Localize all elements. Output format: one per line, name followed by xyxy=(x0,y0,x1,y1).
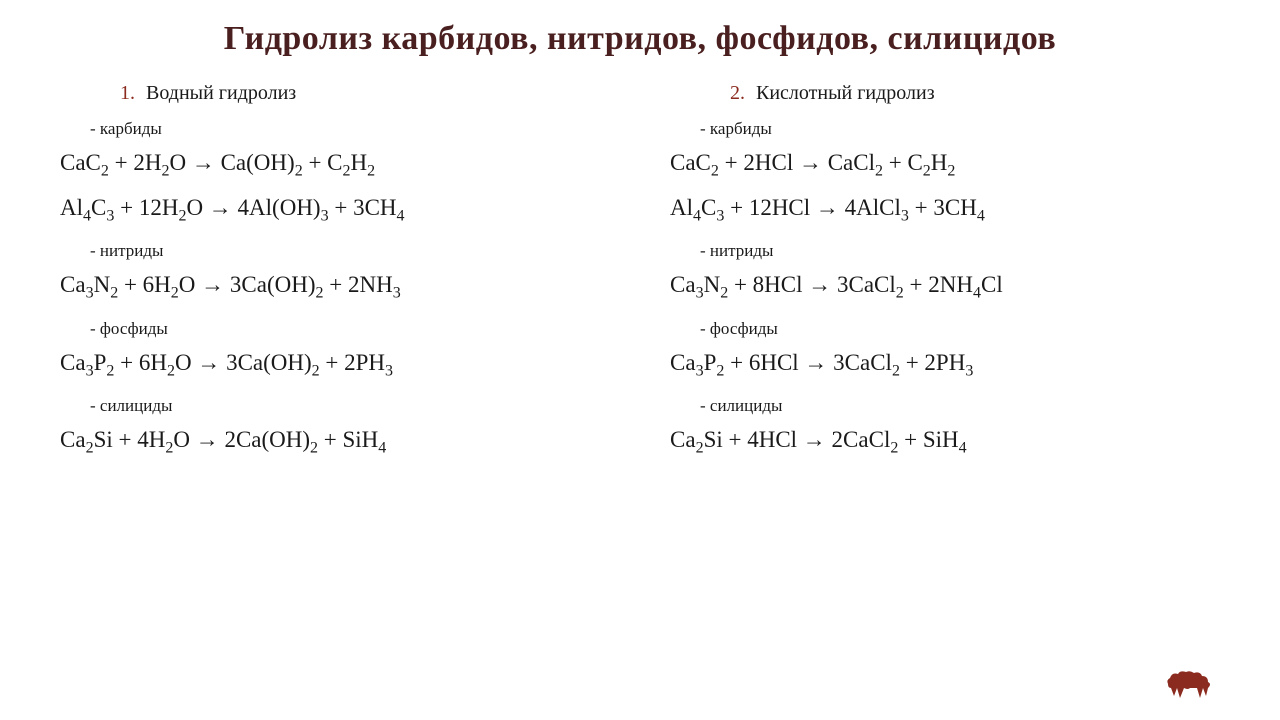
column-header-2: 2. Кислотный гидролиз xyxy=(670,82,1220,105)
page-title: Гидролиз карбидов, нитридов, фосфидов, с… xyxy=(60,20,1220,58)
groups-2: - карбиды CaC2 + 2HCl → CaCl2 + C2H2 Al4C3… xyxy=(670,119,1220,459)
group-label: - карбиды xyxy=(670,119,1220,139)
equation: Ca3N2 + 6H2O → 3Ca(OH)2 + 2NH3 xyxy=(60,269,610,304)
column-heading-1: Водный гидролиз xyxy=(146,82,296,104)
group-label: - карбиды xyxy=(60,119,610,139)
column-number-2: 2. xyxy=(730,82,745,104)
equation: Al4C3 + 12H2O → 4Al(OH)3 + 3CH4 xyxy=(60,192,610,227)
group-label: - силициды xyxy=(60,396,610,416)
equation: CaC2 + 2H2O → Ca(OH)2 + C2H2 xyxy=(60,147,610,182)
equation: Ca2Si + 4H2O → 2Ca(OH)2 + SiH4 xyxy=(60,424,610,459)
column-number-1: 1. xyxy=(120,82,135,104)
group-label: - фосфиды xyxy=(670,319,1220,339)
columns-container: 1. Водный гидролиз - карбиды CaC2 + 2H2O … xyxy=(60,82,1220,469)
group-label: - фосфиды xyxy=(60,319,610,339)
column-heading-2: Кислотный гидролиз xyxy=(756,82,935,104)
equation: Ca3P2 + 6HCl → 3CaCl2 + 2PH3 xyxy=(670,347,1220,382)
equation: Ca3P2 + 6H2O → 3Ca(OH)2 + 2PH3 xyxy=(60,347,610,382)
group-label: - силициды xyxy=(670,396,1220,416)
column-header-1: 1. Водный гидролиз xyxy=(60,82,610,105)
equation: Ca3N2 + 8HCl → 3CaCl2 + 2NH4Cl xyxy=(670,269,1220,304)
equation: Ca2Si + 4HCl → 2CaCl2 + SiH4 xyxy=(670,424,1220,459)
column-right: 2. Кислотный гидролиз - карбиды CaC2 + 2H… xyxy=(670,82,1220,469)
equation: Al4C3 + 12HCl → 4AlCl3 + 3CH4 xyxy=(670,192,1220,227)
group-label: - нитриды xyxy=(670,241,1220,261)
column-left: 1. Водный гидролиз - карбиды CaC2 + 2H2O … xyxy=(60,82,610,469)
groups-1: - карбиды CaC2 + 2H2O → Ca(OH)2 + C2H2 Al4… xyxy=(60,119,610,459)
logo-icon xyxy=(1160,666,1220,702)
equation: CaC2 + 2HCl → CaCl2 + C2H2 xyxy=(670,147,1220,182)
group-label: - нитриды xyxy=(60,241,610,261)
